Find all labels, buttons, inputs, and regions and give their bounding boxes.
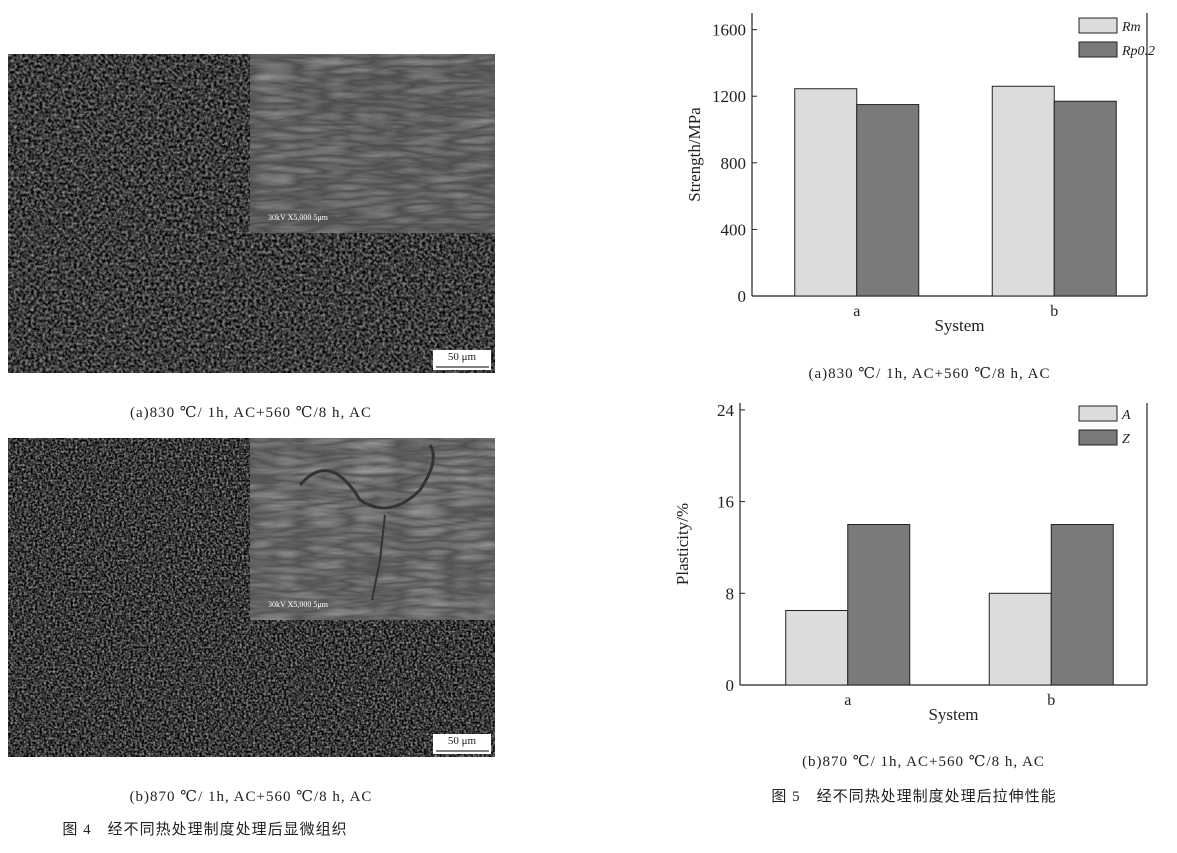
scale-bar: 50 μm xyxy=(448,735,477,747)
x-tick-label: b xyxy=(1050,303,1058,320)
bar xyxy=(794,88,858,297)
inset-label: 30kV X5,000 5μm xyxy=(268,600,329,609)
bar xyxy=(1053,100,1117,297)
legend-label: A xyxy=(1121,408,1131,423)
micrograph: 30kV X5,000 5μm 50 μm xyxy=(8,54,495,373)
y-tick-label: 400 xyxy=(721,220,747,239)
y-tick-label: 24 xyxy=(717,401,735,420)
legend-label: Z xyxy=(1122,432,1130,447)
caption: (a)830 ℃/ 1h, AC+560 ℃/8 h, AC xyxy=(808,366,1050,382)
y-axis-label: Strength/MPa xyxy=(685,107,704,202)
bar xyxy=(856,104,920,297)
bar xyxy=(847,524,911,686)
y-tick-label: 1200 xyxy=(712,87,746,106)
x-tick-label: a xyxy=(853,303,860,320)
bar xyxy=(991,85,1055,297)
legend-swatch xyxy=(1078,41,1118,58)
legend-label: Rp0.2 xyxy=(1121,44,1155,59)
inset-label: 30kV X5,000 5μm xyxy=(268,213,329,222)
y-tick-label: 1600 xyxy=(712,21,746,40)
y-tick-label: 8 xyxy=(726,584,735,603)
y-tick-label: 0 xyxy=(738,287,747,306)
figure-caption: 图 5 经不同热处理制度处理后拉伸性能 xyxy=(771,788,1056,805)
scale-bar: 50 μm xyxy=(448,351,477,363)
y-tick-label: 800 xyxy=(721,154,747,173)
y-tick-label: 16 xyxy=(717,493,734,512)
legend-swatch xyxy=(1078,17,1118,34)
caption: (a)830 ℃/ 1h, AC+560 ℃/8 h, AC xyxy=(130,405,372,421)
bar xyxy=(1050,524,1114,686)
bar xyxy=(988,592,1052,686)
caption: (b)870 ℃/ 1h, AC+560 ℃/8 h, AC xyxy=(130,789,373,805)
legend-swatch xyxy=(1078,429,1118,446)
x-tick-label: b xyxy=(1047,692,1055,709)
micrograph: 30kV X5,000 5μm 50 μm xyxy=(8,438,495,757)
legend-swatch xyxy=(1078,405,1118,422)
y-tick-label: 0 xyxy=(726,676,735,695)
bar xyxy=(785,609,849,686)
x-tick-label: a xyxy=(844,692,851,709)
caption: (b)870 ℃/ 1h, AC+560 ℃/8 h, AC xyxy=(802,754,1045,770)
x-axis-label: System xyxy=(934,316,984,335)
legend-label: Rm xyxy=(1121,20,1141,35)
x-axis-label: System xyxy=(928,705,978,724)
figure-caption: 图 4 经不同热处理制度处理后显微组织 xyxy=(62,821,347,838)
y-axis-label: Plasticity/% xyxy=(673,503,692,585)
